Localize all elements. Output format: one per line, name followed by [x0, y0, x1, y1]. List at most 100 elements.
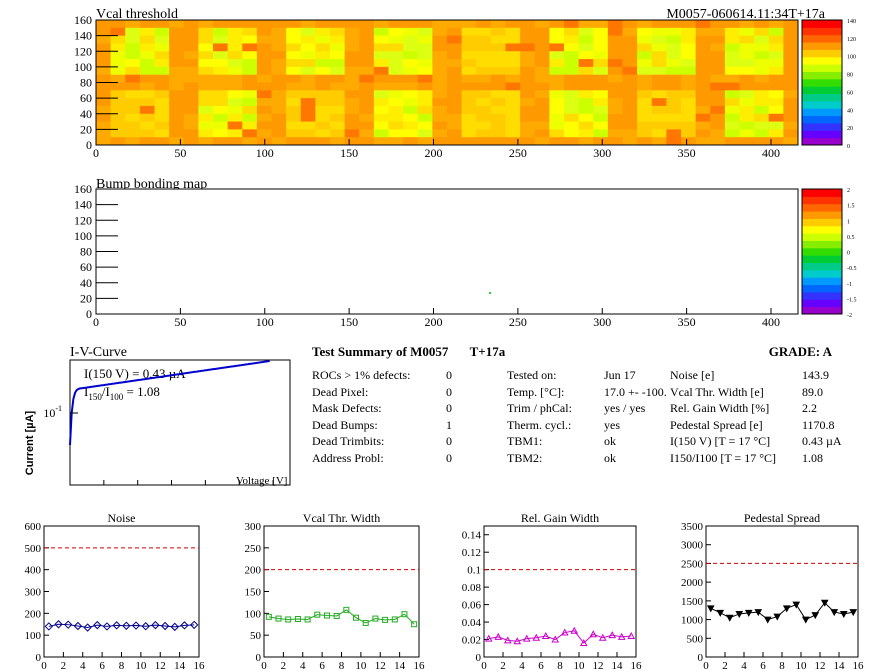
heatmap-cell — [125, 90, 141, 99]
heatmap-cell — [783, 74, 799, 83]
summary-left-label: Dead Pixel: — [312, 384, 369, 399]
heatmap-cell — [110, 82, 126, 91]
heatmap-cell — [256, 20, 272, 29]
chart-title: Vcal Thr. Width — [303, 511, 380, 525]
heatmap-cell — [139, 20, 155, 29]
heatmap-cell — [754, 74, 770, 83]
heatmap-cell — [593, 105, 609, 115]
summary-left-value: 0 — [446, 434, 452, 448]
palette-band — [802, 137, 842, 146]
heatmap-cell — [534, 59, 550, 68]
heatmap-cell — [139, 74, 155, 83]
heatmap-cell — [125, 98, 141, 107]
heatmap-cell — [622, 59, 638, 68]
heatmap-cell — [403, 121, 419, 130]
chart-ytick-label: 0.1 — [467, 565, 481, 577]
heatmap-cell — [403, 27, 419, 37]
data-point — [411, 621, 418, 628]
chart-ytick-label: 0 — [256, 652, 262, 664]
chart-xtick-label: 12 — [815, 660, 826, 672]
heatmap-cell — [505, 137, 521, 146]
heatmap-cell — [227, 82, 243, 91]
heatmap-cell — [622, 98, 638, 107]
heatmap-cell — [96, 20, 112, 29]
heatmap-cell — [593, 35, 609, 44]
heatmap-cell — [330, 129, 346, 138]
map-ytick-label: 0 — [86, 138, 92, 152]
heatmap-cell — [490, 51, 506, 60]
heatmap-cell — [154, 20, 170, 29]
heatmap-cell — [286, 43, 302, 52]
heatmap-cell — [754, 20, 770, 29]
heatmap-cell — [461, 121, 477, 130]
heatmap-cell — [227, 20, 243, 29]
heatmap-cell — [754, 121, 770, 130]
heatmap-cell — [242, 121, 258, 130]
heatmap-cell — [490, 121, 506, 130]
heatmap-cell — [549, 43, 565, 52]
heatmap-cell — [417, 27, 433, 37]
heatmap-cell — [139, 129, 155, 138]
heatmap-cell — [637, 137, 653, 146]
heatmap-cell — [520, 51, 536, 60]
heatmap-cell — [169, 82, 185, 91]
data-point — [716, 609, 725, 617]
summary-mid-value: yes / yes — [604, 401, 646, 415]
heatmap-cell — [373, 121, 389, 130]
heatmap-cell — [315, 74, 331, 83]
heatmap-cell — [724, 20, 740, 29]
heatmap-cell — [344, 43, 360, 52]
palette-band — [802, 299, 842, 308]
heatmap-cell — [607, 113, 623, 123]
heatmap-cell — [622, 90, 638, 99]
heatmap-cell — [520, 74, 536, 83]
heatmap-cell — [622, 74, 638, 83]
heatmap-cell — [695, 113, 711, 123]
heatmap-cell — [534, 27, 550, 37]
chart-xtick-label: 8 — [119, 660, 125, 672]
map-ytick-label: 140 — [74, 29, 92, 43]
heatmap-cell — [286, 27, 302, 37]
heatmap-cell — [681, 20, 697, 29]
summary-mid-label: Therm. cycl.: — [507, 417, 572, 432]
heatmap-cell — [666, 59, 682, 68]
summary-right-label: Pedestal Spread [e] — [670, 417, 763, 432]
heatmap-cell — [169, 43, 185, 52]
heatmap-cell — [315, 59, 331, 68]
heatmap-cell — [227, 74, 243, 83]
heatmap-cell — [432, 121, 448, 130]
heatmap-cell — [154, 137, 170, 146]
palette-label: -2 — [847, 313, 852, 319]
dead-bump-marker — [489, 292, 491, 294]
heatmap-cell — [695, 27, 711, 37]
data-point — [265, 613, 272, 620]
chart-ytick-label: 0.12 — [462, 547, 481, 559]
heatmap-cell — [534, 82, 550, 91]
heatmap-cell — [490, 98, 506, 107]
heatmap-cell — [578, 51, 594, 60]
heatmap-cell — [198, 43, 214, 52]
heatmap-cell — [169, 35, 185, 44]
heatmap-cell — [403, 90, 419, 99]
chart-ytick-label: 0.06 — [462, 600, 482, 612]
chart-title: Rel. Gain Width — [521, 511, 599, 525]
heatmap-cell — [564, 74, 580, 83]
heatmap-cell — [666, 105, 682, 115]
heatmap-cell — [154, 51, 170, 60]
heatmap-cell — [227, 129, 243, 138]
palette-band — [802, 49, 842, 58]
palette-label: 120 — [847, 37, 856, 43]
heatmap-cell — [534, 90, 550, 99]
palette-band — [802, 115, 842, 124]
heatmap-cell — [564, 90, 580, 99]
palette-label: -1.5 — [847, 297, 857, 303]
heatmap-cell — [710, 129, 726, 138]
iv-title: I-V-Curve — [70, 345, 127, 360]
chart-xtick-label: 16 — [414, 660, 426, 672]
chart-xtick-label: 16 — [631, 660, 643, 672]
heatmap-cell — [651, 43, 667, 52]
heatmap-cell — [359, 59, 375, 68]
heatmap-cell — [417, 74, 433, 83]
heatmap-cell — [213, 59, 229, 68]
summary-right-label: I(150 V) [T = 17 °C] — [670, 434, 771, 448]
